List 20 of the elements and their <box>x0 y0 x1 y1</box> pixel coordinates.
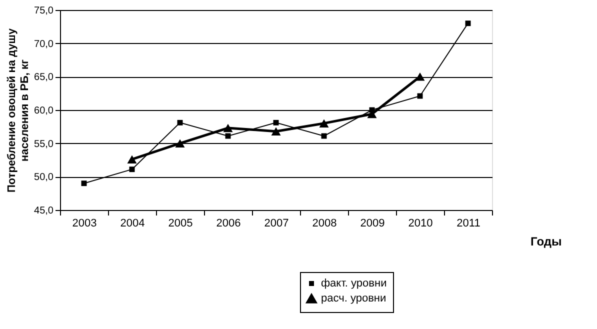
x-tick-label: 2005 <box>168 218 193 230</box>
legend-label: факт. уровни <box>321 278 387 290</box>
y-tick-label: 45,0 <box>34 206 54 216</box>
y-tick-label: 60,0 <box>34 106 54 116</box>
y-tick-label: 55,0 <box>34 138 54 150</box>
x-tick-label: 2004 <box>120 218 145 230</box>
x-tick-label: 2009 <box>360 218 385 230</box>
legend-label: расч. уровни <box>321 292 386 304</box>
y-tick-label: 50,0 <box>34 172 54 184</box>
x-tick-label: 2011 <box>456 218 480 230</box>
x-tick-label: 2003 <box>72 218 97 230</box>
x-tick-label: 2010 <box>408 218 433 230</box>
x-tick-label: 2008 <box>312 218 337 230</box>
x-tick-label: 2006 <box>216 218 241 230</box>
y-tick-label: 75,0 <box>34 6 54 16</box>
x-tick-label: 2007 <box>264 218 289 230</box>
x-axis-title: Годы <box>530 234 562 248</box>
y-tick-label: 70,0 <box>34 38 54 50</box>
y-axis-title: Потребление овощей на душу населения в РБ, кг <box>6 28 32 193</box>
y-tick-label: 65,0 <box>34 72 54 84</box>
